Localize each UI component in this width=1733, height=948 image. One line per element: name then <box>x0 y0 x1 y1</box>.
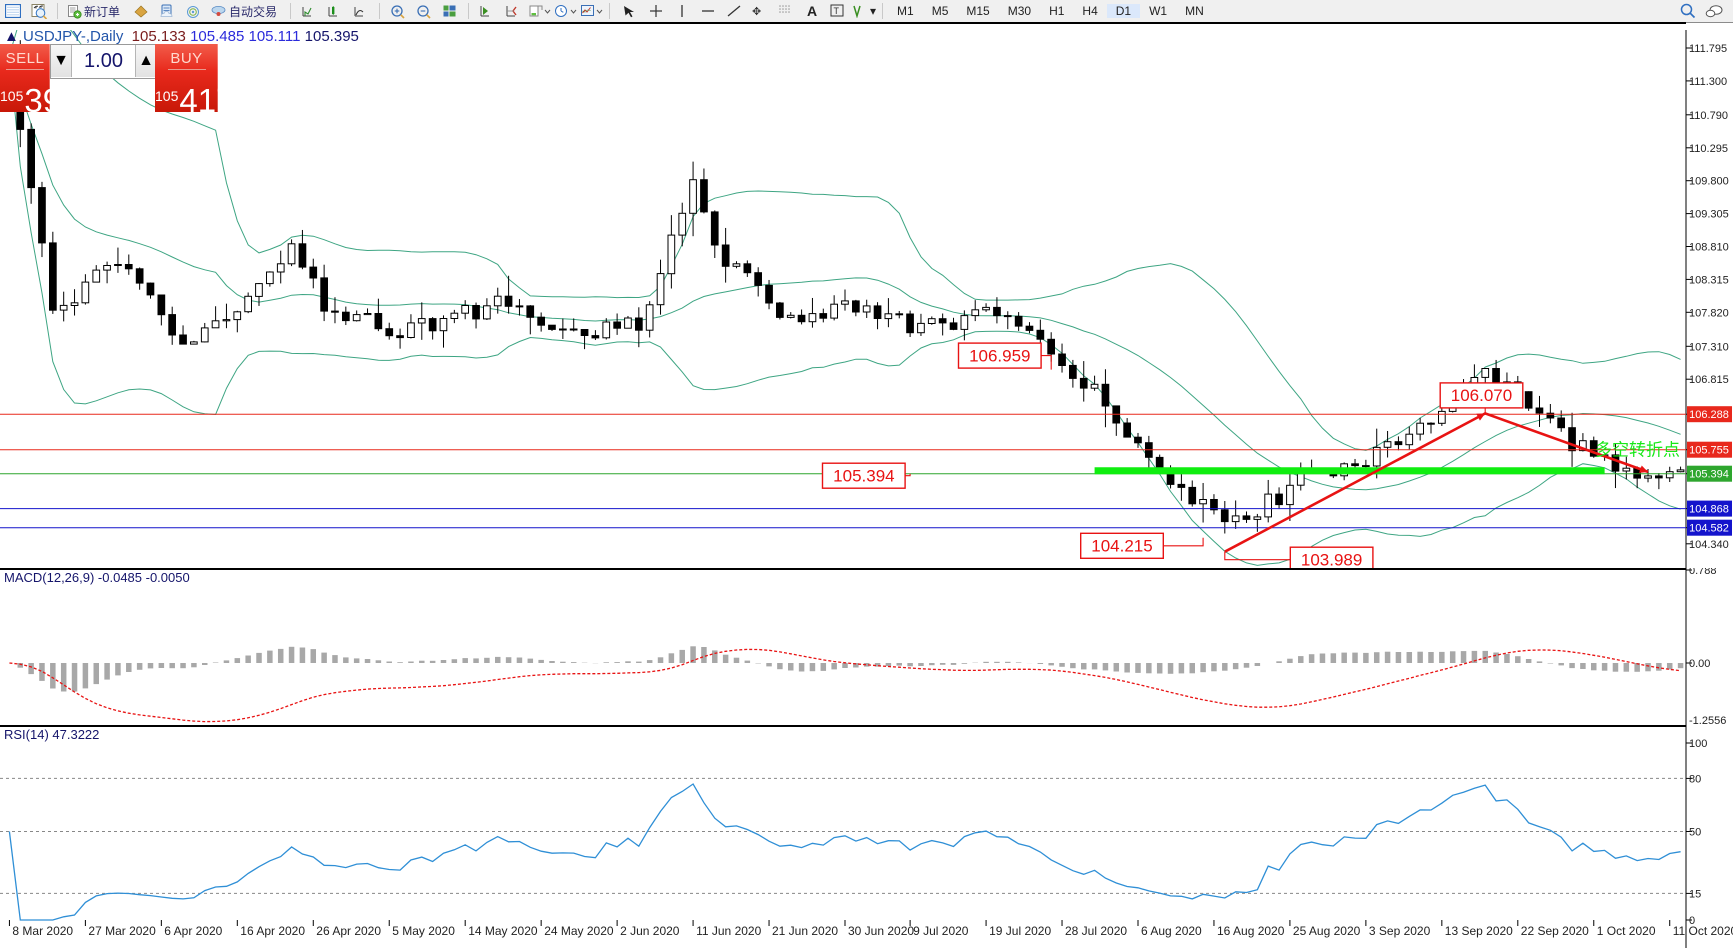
svg-text:24 May 2020: 24 May 2020 <box>544 924 614 938</box>
svg-text:104.868: 104.868 <box>1689 504 1729 516</box>
svg-text:108.315: 108.315 <box>1689 274 1729 286</box>
svg-text:16 Aug 2020: 16 Aug 2020 <box>1217 924 1285 938</box>
svg-text:16 Apr 2020: 16 Apr 2020 <box>240 924 305 938</box>
svg-text:3 Sep 2020: 3 Sep 2020 <box>1369 924 1431 938</box>
svg-text:多空转折点: 多空转折点 <box>1595 441 1680 460</box>
svg-text:✥: ✥ <box>752 6 761 18</box>
svg-text:21 Jun 2020: 21 Jun 2020 <box>772 924 838 938</box>
svg-text:109.305: 109.305 <box>1689 209 1729 221</box>
svg-text:-1.2556: -1.2556 <box>1689 715 1726 725</box>
svg-text:106.288: 106.288 <box>1689 409 1729 421</box>
svg-text:106.815: 106.815 <box>1689 374 1729 386</box>
svg-text:0.788: 0.788 <box>1689 568 1717 577</box>
svg-text:110.790: 110.790 <box>1689 110 1728 122</box>
svg-text:50: 50 <box>1689 827 1701 839</box>
svg-text:110.295: 110.295 <box>1689 143 1728 155</box>
svg-text:108.810: 108.810 <box>1689 242 1729 254</box>
svg-text:111.300: 111.300 <box>1689 76 1727 88</box>
svg-text:28 Jul 2020: 28 Jul 2020 <box>1065 924 1127 938</box>
svg-text:27 Mar 2020: 27 Mar 2020 <box>88 924 156 938</box>
svg-text:13 Sep 2020: 13 Sep 2020 <box>1445 924 1513 938</box>
svg-text:15: 15 <box>1689 888 1701 900</box>
svg-text:0.00: 0.00 <box>1689 658 1710 670</box>
svg-text:100: 100 <box>1689 738 1707 750</box>
svg-text:104.582: 104.582 <box>1689 523 1729 535</box>
svg-text:RSI(14) 47.3222: RSI(14) 47.3222 <box>4 727 99 742</box>
svg-text:9 Jul 2020: 9 Jul 2020 <box>913 924 969 938</box>
svg-text:107.820: 107.820 <box>1689 307 1729 319</box>
svg-text:107.310: 107.310 <box>1689 341 1729 353</box>
svg-text:6 Apr 2020: 6 Apr 2020 <box>164 924 222 938</box>
svg-text:8 Mar 2020: 8 Mar 2020 <box>12 924 73 938</box>
svg-text:109.800: 109.800 <box>1689 176 1729 188</box>
svg-text:104.215: 104.215 <box>1091 537 1152 556</box>
svg-text:106.070: 106.070 <box>1451 386 1512 405</box>
svg-text:19 Jul 2020: 19 Jul 2020 <box>989 924 1051 938</box>
svg-text:111.795: 111.795 <box>1689 43 1727 55</box>
svg-text:11 Oct 2020: 11 Oct 2020 <box>1673 924 1733 938</box>
svg-text:1 Oct 2020: 1 Oct 2020 <box>1597 924 1656 938</box>
svg-text:104.340: 104.340 <box>1689 539 1729 551</box>
svg-text:106.959: 106.959 <box>969 346 1030 365</box>
svg-text:22 Sep 2020: 22 Sep 2020 <box>1521 924 1589 938</box>
svg-text:25 Aug 2020: 25 Aug 2020 <box>1293 924 1361 938</box>
svg-text:T: T <box>834 6 840 16</box>
svg-text:105.755: 105.755 <box>1689 445 1729 457</box>
svg-text:MACD(12,26,9) -0.0485 -0.005: MACD(12,26,9) -0.0485 -0.0050 <box>4 570 190 585</box>
svg-text:6 Aug 2020: 6 Aug 2020 <box>1141 924 1202 938</box>
svg-text:26 Apr 2020: 26 Apr 2020 <box>316 924 381 938</box>
svg-text:30 Jun 2020: 30 Jun 2020 <box>848 924 914 938</box>
svg-text:2 Jun 2020: 2 Jun 2020 <box>620 924 680 938</box>
svg-text:80: 80 <box>1689 773 1701 785</box>
svg-text:5 May 2020: 5 May 2020 <box>392 924 455 938</box>
svg-text:11 Jun 2020: 11 Jun 2020 <box>696 924 761 938</box>
svg-text:105.394: 105.394 <box>833 466 894 485</box>
svg-text:14 May 2020: 14 May 2020 <box>468 924 538 938</box>
svg-text:105.394: 105.394 <box>1689 469 1729 481</box>
svg-text:103.989: 103.989 <box>1301 551 1362 569</box>
